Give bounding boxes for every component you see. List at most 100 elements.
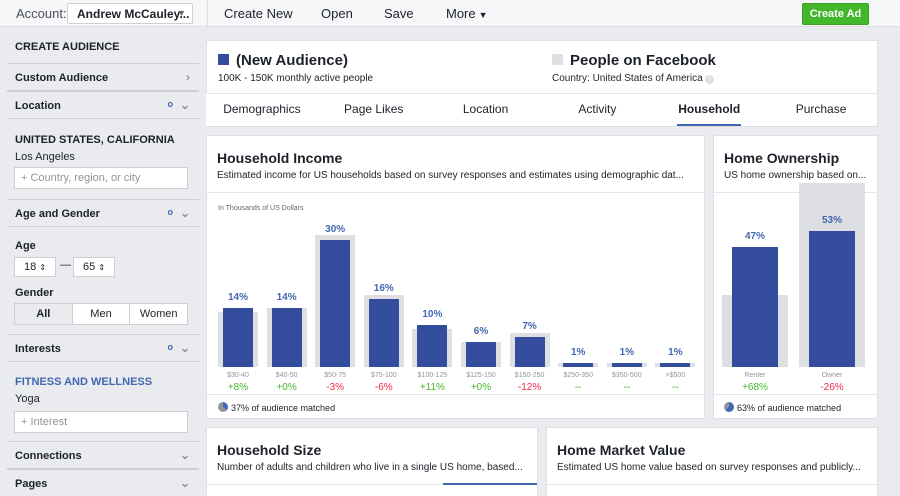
age-range-dash: —: [60, 259, 71, 271]
sidebar-item-label: Custom Audience: [15, 72, 109, 84]
chevron-down-icon: ▼: [177, 8, 186, 18]
data-label: 1%: [570, 346, 586, 358]
tick-label: $75-100: [370, 372, 397, 379]
diff-label: +0%: [276, 382, 297, 393]
audience-bar: [809, 231, 855, 367]
audience-name-text: (New Audience): [236, 52, 348, 69]
create-ad-button[interactable]: Create Ad: [802, 3, 869, 25]
stepper-icon: ⇕: [39, 263, 47, 272]
compare-audience-name: People on Facebook: [552, 52, 716, 69]
chevron-right-icon: ›: [186, 70, 190, 84]
household-size-card: Household Size Number of adults and chil…: [206, 427, 538, 496]
interest-input[interactable]: + Interest: [14, 411, 188, 433]
sidebar-item-custom-audience[interactable]: Custom Audience ›: [7, 63, 199, 91]
data-label: 1%: [668, 346, 683, 358]
chevron-down-icon: ⌄: [179, 98, 190, 112]
sidebar-item-label: Interests: [15, 343, 61, 355]
sidebar-item-label: Pages: [15, 478, 48, 490]
save-button[interactable]: Save: [384, 6, 414, 21]
match-note-text: 63% of audience matched: [737, 403, 842, 413]
household-income-card: Household Income Estimated income for US…: [206, 135, 705, 419]
facebook-color-icon: [552, 54, 563, 65]
gender-men-button[interactable]: Men: [71, 304, 130, 324]
tab-demographics[interactable]: Demographics: [223, 102, 301, 116]
audience-bar: [563, 362, 594, 367]
tab-page-likes[interactable]: Page Likes: [344, 102, 404, 116]
compare-name-text: People on Facebook: [570, 52, 716, 69]
data-label: 47%: [744, 230, 765, 242]
gender-toggle: All Men Women: [14, 303, 188, 325]
audience-bar: [660, 362, 691, 367]
audience-size: 100K - 150K monthly active people: [218, 73, 374, 84]
tick-label: $150-250: [514, 372, 545, 379]
plus-icon: +: [21, 416, 31, 428]
audience-bar: [611, 362, 642, 367]
sidebar-item-pages[interactable]: Pages ⌄: [7, 469, 199, 496]
status-dot-icon: o: [167, 207, 174, 217]
tab-household[interactable]: Household: [653, 94, 765, 126]
match-note: 37% of audience matched: [218, 402, 335, 413]
age-min-value: 18: [24, 261, 37, 273]
audience-bar: [417, 324, 448, 367]
data-label: 10%: [422, 308, 443, 320]
info-icon[interactable]: i: [705, 75, 715, 84]
gender-women-button[interactable]: Women: [129, 304, 187, 324]
stepper-icon: ⇕: [98, 263, 106, 272]
location-input[interactable]: + Country, region, or city: [14, 167, 188, 189]
tick-label: $350-500: [612, 372, 642, 379]
tick-label: $100-125: [417, 372, 448, 379]
age-label: Age: [15, 240, 36, 252]
diff-label: +11%: [419, 382, 445, 393]
data-label: 16%: [373, 283, 394, 294]
section-description: Estimated income for US households based…: [217, 170, 684, 181]
divider: [714, 394, 877, 395]
gender-all-button[interactable]: All: [15, 304, 72, 324]
sidebar-item-connections[interactable]: Connections ⌄: [7, 441, 199, 469]
tab-location[interactable]: Location: [462, 102, 509, 116]
age-max-select[interactable]: 65 ⇕: [73, 257, 115, 277]
tick-label: $50-75: [324, 372, 347, 379]
tick-label: Owner: [821, 372, 843, 379]
tick-label: $40-50: [275, 372, 298, 379]
interest-category: FITNESS AND WELLNESS: [15, 376, 153, 388]
home-market-value-card: Home Market Value Estimated US home valu…: [546, 427, 878, 496]
age-max-value: 65: [83, 261, 96, 273]
data-label: 1%: [619, 346, 635, 358]
section-title: Home Ownership: [724, 150, 840, 166]
sidebar-item-age-gender[interactable]: Age and Gender o ⌄: [7, 199, 199, 227]
status-dot-icon: o: [167, 99, 174, 109]
data-label: 53%: [821, 215, 842, 227]
tick-label: >$500: [665, 372, 686, 379]
data-label: 6%: [473, 325, 489, 337]
section-description: Estimated US home value based on survey …: [557, 462, 861, 473]
divider: [714, 192, 877, 193]
chevron-down-icon: ⌄: [179, 448, 190, 462]
divider: [207, 394, 704, 395]
more-button[interactable]: More ▼: [446, 6, 488, 21]
open-button[interactable]: Open: [321, 6, 353, 21]
audience-bar: [271, 307, 302, 367]
compare-country: Country: United States of America i: [552, 73, 715, 84]
pie-chart-icon: [724, 402, 734, 412]
tab-purchase[interactable]: Purchase: [795, 102, 847, 116]
diff-label: +8%: [227, 382, 249, 393]
tick-label: $30-40: [227, 372, 249, 379]
tab-bar: Demographics Page Likes Location Activit…: [206, 93, 877, 126]
location-city: Los Angeles: [15, 151, 75, 163]
data-label: 14%: [276, 291, 297, 303]
create-new-button[interactable]: Create New: [224, 6, 293, 21]
divider: [207, 0, 208, 27]
data-label: 14%: [227, 291, 248, 303]
diff-label: --: [672, 382, 679, 393]
location-value: UNITED STATES, CALIFORNIA: [15, 134, 175, 146]
tab-activity[interactable]: Activity: [578, 102, 617, 116]
sidebar-item-interests[interactable]: Interests o ⌄: [7, 334, 199, 362]
sidebar-item-label: Connections: [15, 450, 82, 462]
account-select[interactable]: Andrew McCauley... ▼: [67, 3, 193, 24]
chevron-down-icon: ⌄: [179, 476, 190, 490]
diff-label: +68%: [742, 382, 768, 393]
sidebar-item-location[interactable]: Location o ⌄: [7, 91, 199, 119]
data-label: 7%: [522, 321, 537, 333]
age-min-select[interactable]: 18 ⇕: [14, 257, 56, 277]
audience-name: (New Audience): [218, 52, 348, 69]
